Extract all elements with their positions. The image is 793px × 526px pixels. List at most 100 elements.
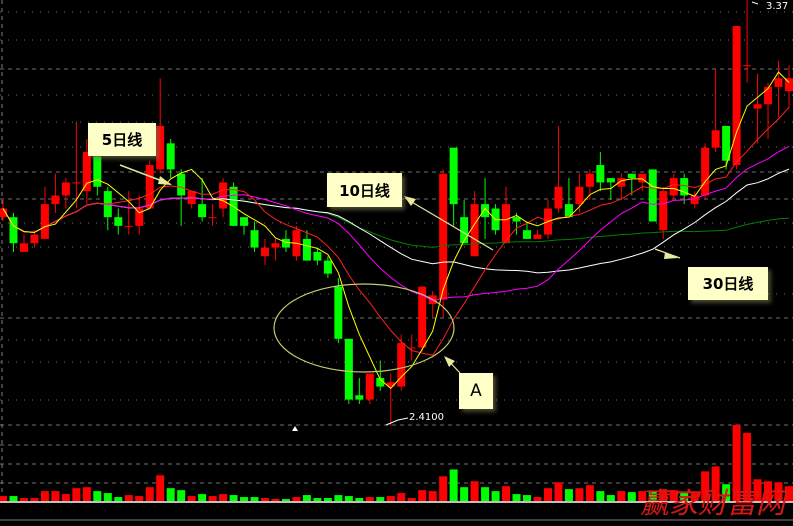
candle-body: [386, 382, 395, 387]
candle-body: [124, 225, 133, 227]
candle: [460, 199, 469, 244]
volume-bar: [376, 497, 385, 501]
callout-5day-line: 5日线: [88, 123, 156, 156]
candle: [219, 178, 228, 218]
volume-bar: [722, 484, 731, 501]
candle: [61, 178, 70, 209]
candle-body: [753, 104, 762, 109]
candle-body: [93, 156, 102, 187]
candle: [627, 173, 636, 196]
ma5-line: [2, 71, 790, 389]
candle-body: [554, 186, 563, 209]
volume-bar: [72, 488, 81, 501]
volume-bar: [648, 491, 657, 501]
volume-bar: [271, 499, 280, 501]
volume-bar: [313, 498, 322, 501]
candle: [82, 138, 91, 205]
volume-bar: [753, 479, 762, 501]
volume-bar: [240, 497, 249, 501]
candle: [533, 230, 542, 239]
candle-body: [502, 204, 511, 244]
candle-body: [240, 217, 249, 226]
candle: [753, 73, 762, 144]
candle: [323, 256, 332, 278]
volume-bar: [229, 495, 238, 501]
volume-bar: [51, 491, 60, 501]
volume-bar: [281, 499, 290, 501]
volume-bar: [690, 493, 699, 501]
candle-body: [19, 243, 28, 252]
volume-bar: [711, 466, 720, 501]
candle-body: [701, 147, 710, 196]
candle-body: [355, 395, 364, 400]
candle: [187, 191, 196, 209]
volume-bar: [543, 488, 552, 501]
candle: [407, 334, 416, 361]
candle-body: [114, 217, 123, 226]
candle-body: [219, 182, 228, 209]
candle: [250, 221, 259, 252]
candle: [774, 60, 783, 118]
candle-body: [512, 217, 521, 222]
candle: [124, 191, 133, 235]
candle-body: [261, 247, 269, 257]
candle-body: [198, 204, 207, 218]
candle-body: [250, 230, 259, 248]
volume-bar: [732, 425, 741, 501]
volume-bar: [187, 496, 196, 501]
high-price-label: 3.37: [766, 1, 789, 12]
volume-bar: [177, 490, 186, 501]
candle: [439, 169, 448, 318]
volume-bar: [344, 496, 353, 501]
candle: [669, 173, 678, 200]
arrowhead-10day: [404, 196, 416, 206]
candle: [156, 78, 165, 174]
candle: [9, 212, 18, 252]
moving-average-lines: [2, 71, 790, 389]
arrowhead-a: [444, 356, 455, 367]
volume-bar: [701, 471, 710, 501]
volume-bar: [40, 491, 49, 501]
candle: [72, 121, 81, 209]
candle-body: [302, 238, 311, 261]
arrowhead-30day: [664, 252, 678, 259]
candle-body: [722, 125, 731, 161]
volume-bar: [30, 498, 39, 501]
candle-body: [764, 86, 773, 105]
volume-bar: [418, 490, 427, 501]
candle-body: [680, 178, 689, 196]
candle: [502, 186, 511, 244]
volume-bar: [135, 496, 144, 501]
candle-body: [533, 234, 542, 239]
volume-bar: [774, 482, 783, 501]
high-price-leader: [751, 1, 759, 5]
volume-bar: [669, 490, 678, 501]
volume-bar: [156, 475, 165, 501]
volume-bar: [512, 494, 521, 501]
candle: [51, 173, 60, 213]
volume-bar: [596, 491, 605, 501]
candle: [198, 178, 207, 222]
candle-body: [407, 347, 416, 349]
candle-body: [606, 178, 615, 183]
candle: [397, 334, 406, 391]
candle: [334, 277, 343, 344]
candle-body: [785, 78, 793, 92]
volume-bar: [449, 469, 458, 501]
volume-bar: [365, 497, 374, 501]
low-price-leader: [385, 417, 409, 426]
volume-bar: [460, 487, 469, 501]
candle-body: [9, 217, 18, 244]
volume-bar: [533, 497, 542, 501]
candle: [743, 0, 752, 83]
candle-body: [145, 165, 154, 209]
candle: [564, 178, 573, 218]
candle: [648, 169, 657, 222]
candle: [135, 195, 144, 235]
candle: [281, 230, 290, 252]
marker-triangle-icon: [292, 426, 298, 431]
candle-body: [690, 195, 699, 205]
volume-bar: [407, 498, 416, 501]
candle-body: [82, 152, 91, 192]
